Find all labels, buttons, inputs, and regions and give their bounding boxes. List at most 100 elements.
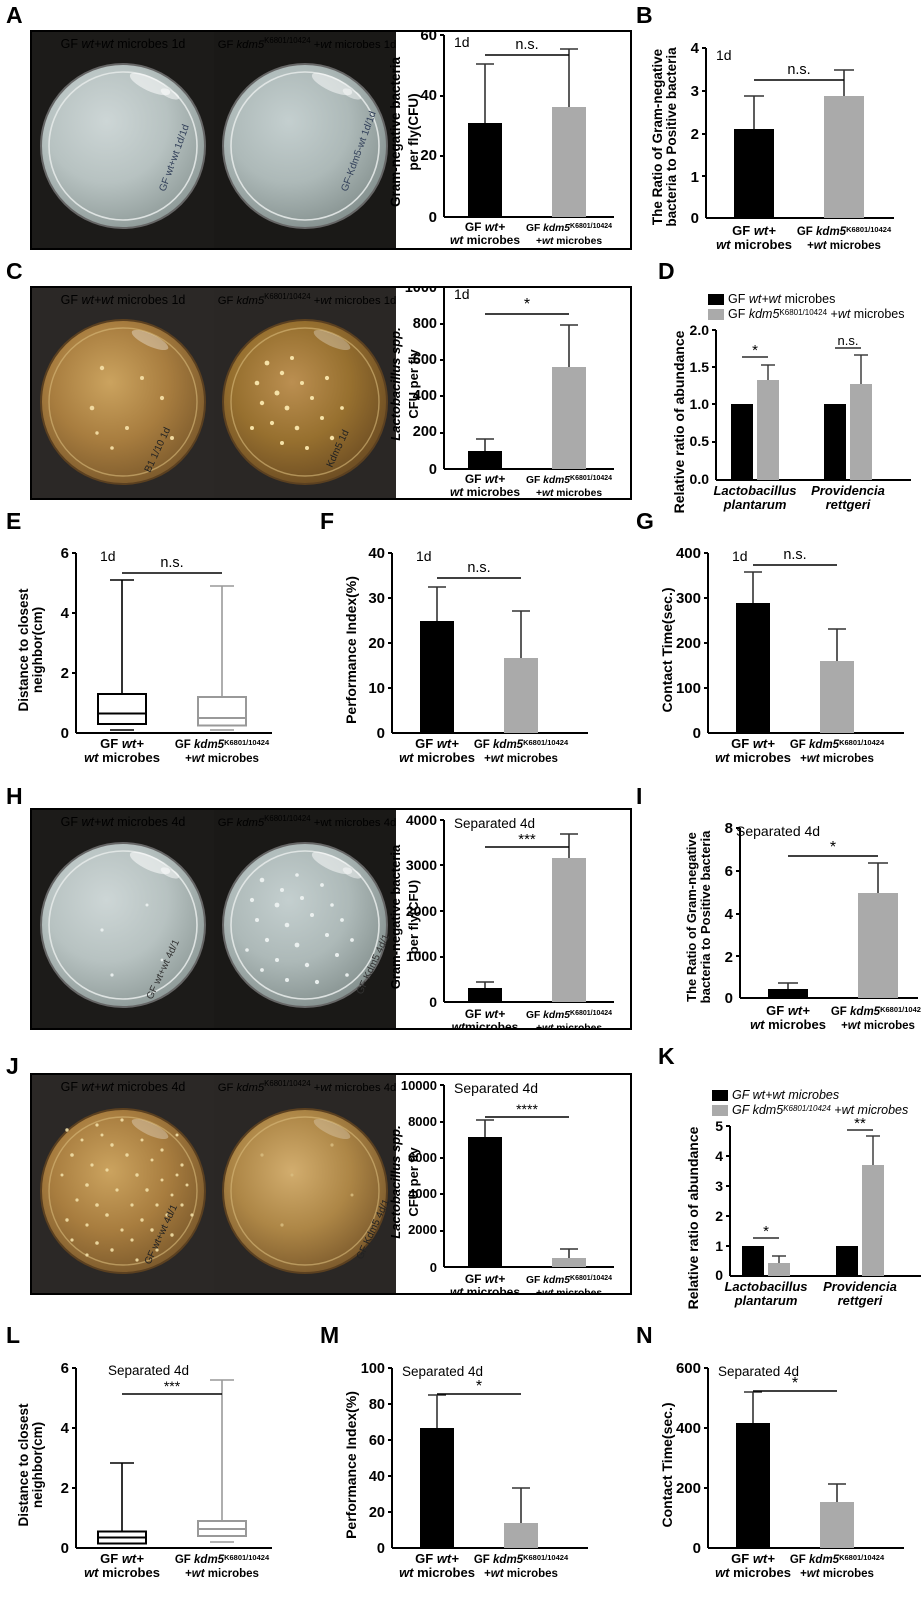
svg-text:4: 4 [61, 1420, 70, 1437]
svg-text:Separated 4d: Separated 4d [108, 1363, 189, 1378]
svg-text:GF kdm5K6801/10424: GF kdm5K6801/10424 [175, 1553, 270, 1566]
svg-text:**: ** [854, 1115, 866, 1132]
svg-text:n.s.: n.s. [787, 62, 810, 78]
svg-text:rettgeri: rettgeri [826, 497, 871, 512]
svg-text:2000: 2000 [408, 1222, 437, 1237]
svg-text:10: 10 [368, 680, 385, 697]
svg-text:Distance to closest: Distance to closest [16, 588, 31, 712]
svg-text:wt microbes: wt microbes [450, 233, 520, 247]
svg-text:wt microbes: wt microbes [716, 237, 792, 252]
svg-text:GF wt+: GF wt+ [100, 1551, 144, 1566]
svg-text:plantarum: plantarum [734, 1293, 798, 1308]
svg-text:0: 0 [429, 994, 437, 1010]
svg-text:0: 0 [693, 725, 701, 742]
svg-text:600: 600 [676, 1360, 701, 1377]
svg-text:0: 0 [61, 725, 69, 742]
svg-text:Distance to closest: Distance to closest [16, 1403, 31, 1527]
svg-text:wt microbes: wt microbes [450, 485, 520, 499]
svg-text:GF wt+: GF wt+ [766, 1003, 810, 1018]
svg-text:6: 6 [61, 545, 69, 562]
svg-text:Performance Index(%): Performance Index(%) [343, 576, 359, 724]
svg-text:0: 0 [61, 1540, 69, 1557]
svg-text:4000: 4000 [406, 812, 437, 828]
svg-text:0.0: 0.0 [690, 471, 710, 487]
svg-text:*: * [524, 296, 530, 313]
svg-text:200: 200 [413, 424, 437, 440]
svg-text:*: * [830, 839, 836, 856]
svg-text:200: 200 [676, 1480, 701, 1497]
svg-text:Lactobacillus: Lactobacillus [713, 483, 796, 498]
svg-text:n.s.: n.s. [783, 547, 806, 563]
svg-text:1d: 1d [100, 548, 116, 564]
svg-text:30: 30 [368, 590, 385, 607]
svg-text:20: 20 [368, 635, 385, 652]
svg-text:Separated 4d: Separated 4d [736, 823, 820, 839]
svg-text:Lactobacillus: Lactobacillus [724, 1279, 807, 1294]
svg-text:1: 1 [691, 169, 699, 186]
svg-text:8000: 8000 [408, 1114, 437, 1129]
svg-text:+wt microbes: +wt microbes [536, 1023, 602, 1030]
svg-text:0: 0 [377, 725, 385, 742]
svg-text:400: 400 [676, 1420, 701, 1437]
svg-text:wt microbes: wt microbes [450, 1285, 520, 1295]
svg-text:n.s.: n.s. [515, 37, 538, 53]
svg-text:Providencia: Providencia [823, 1279, 897, 1294]
svg-text:GF wt+: GF wt+ [415, 736, 459, 751]
svg-text:+wt microbes: +wt microbes [185, 753, 259, 765]
svg-text:wt microbes: wt microbes [750, 1017, 826, 1032]
svg-text:6: 6 [61, 1360, 69, 1377]
svg-text:GF kdm5K6801/10424: GF kdm5K6801/10424 [175, 738, 270, 751]
svg-text:GF wt+: GF wt+ [465, 1007, 505, 1021]
svg-text:400: 400 [676, 545, 701, 562]
svg-text:GF kdm5K6801/10424: GF kdm5K6801/10424 [831, 1005, 921, 1018]
svg-text:1.5: 1.5 [690, 359, 710, 375]
svg-text:Separated 4d: Separated 4d [454, 816, 535, 831]
svg-text:20: 20 [369, 1505, 385, 1521]
svg-text:Gram-negative bacteria: Gram-negative bacteria [388, 844, 403, 989]
svg-text:100: 100 [676, 680, 701, 697]
svg-text:40: 40 [368, 545, 385, 562]
svg-text:GF wt+: GF wt+ [465, 1272, 505, 1286]
svg-text:*: * [752, 342, 758, 359]
svg-text:Lactobacillus spp.: Lactobacillus spp. [388, 1125, 403, 1238]
svg-text:GF kdm5K6801/10424 +wt microbe: GF kdm5K6801/10424 +wt microbes [732, 1103, 908, 1117]
svg-text:Separated 4d: Separated 4d [454, 1080, 538, 1096]
svg-text:1000: 1000 [405, 288, 437, 296]
svg-text:600: 600 [413, 352, 437, 368]
svg-text:GF kdm5K6801/10424 +wt microbe: GF kdm5K6801/10424 +wt microbes [728, 307, 905, 321]
svg-text:GF kdm5K6801/10424: GF kdm5K6801/10424 [474, 1553, 569, 1566]
svg-text:Relative ratio of abundance: Relative ratio of abundance [685, 1126, 701, 1309]
svg-text:2: 2 [725, 949, 733, 966]
svg-text:1: 1 [715, 1238, 723, 1254]
svg-text:4000: 4000 [408, 1186, 437, 1201]
svg-text:GF wt+wt microbes: GF wt+wt microbes [732, 1088, 839, 1102]
svg-text:4: 4 [715, 1148, 723, 1164]
svg-text:40: 40 [420, 87, 437, 104]
svg-text:2: 2 [61, 665, 69, 682]
svg-text:1.0: 1.0 [690, 396, 710, 412]
svg-text:0: 0 [691, 210, 699, 227]
svg-text:+wt microbes: +wt microbes [536, 488, 602, 499]
svg-text:+wt microbes: +wt microbes [484, 1568, 558, 1580]
svg-text:10000: 10000 [401, 1078, 437, 1093]
svg-text:n.s.: n.s. [467, 560, 490, 576]
svg-text:300: 300 [676, 590, 701, 607]
svg-text:n.s.: n.s. [160, 555, 183, 571]
svg-text:neighbor(cm): neighbor(cm) [30, 1422, 45, 1508]
svg-text:0: 0 [429, 462, 437, 478]
svg-text:Relative ratio of abundance: Relative ratio of abundance [671, 330, 687, 513]
svg-text:GF kdm5K6801/10424: GF kdm5K6801/10424 [790, 1553, 885, 1566]
svg-text:Gram-negative bacteria: Gram-negative bacteria [388, 56, 403, 207]
svg-text:100: 100 [361, 1361, 385, 1377]
svg-text:Lactobacillus spp.: Lactobacillus spp. [388, 327, 403, 440]
svg-text:GF kdm5K6801/10424: GF kdm5K6801/10424 [790, 738, 885, 751]
svg-text:0.5: 0.5 [690, 433, 710, 449]
svg-text:4: 4 [725, 906, 734, 923]
svg-text:GF kdm5K6801/10424: GF kdm5K6801/10424 [526, 475, 612, 486]
svg-text:GF wt+wt microbes 1d: GF wt+wt microbes 1d [61, 37, 186, 51]
svg-text:Separated 4d: Separated 4d [718, 1364, 799, 1379]
svg-text:The Ratio of Gram-negative: The Ratio of Gram-negative [650, 48, 665, 225]
svg-text:0: 0 [377, 1541, 385, 1557]
svg-text:Separated 4d: Separated 4d [402, 1364, 483, 1379]
svg-text:rettgeri: rettgeri [838, 1293, 883, 1308]
